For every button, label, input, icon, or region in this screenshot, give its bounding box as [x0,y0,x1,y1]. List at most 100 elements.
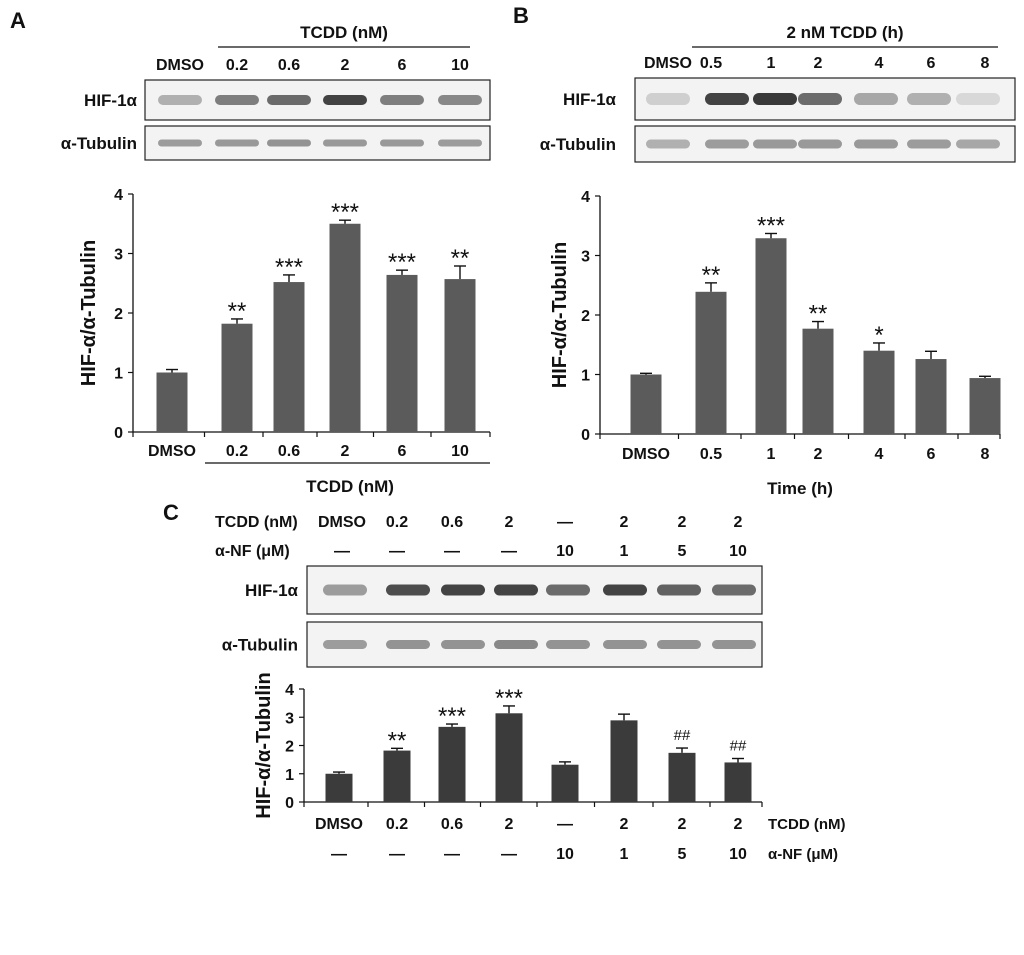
x-tick-label: DMSO [315,816,363,833]
treatment-value: — [389,543,405,560]
lane-label: 0.5 [700,55,722,72]
bar [610,720,638,802]
blot-header-label: 2 nM TCDD (h) [786,23,903,42]
treatment-value: 5 [678,543,687,560]
treatment-row-label: α-NF (μM) [215,543,290,560]
x-tick-label: — [389,846,405,863]
bar [325,773,353,802]
x-tick-label: DMSO [622,446,670,463]
treatment-value: 2 [678,514,687,531]
bar [329,223,361,432]
x-tick-label: 5 [678,846,687,863]
blot-row-band [380,139,424,147]
lane-label: 2 [814,55,823,72]
y-tick-label: 1 [581,368,590,385]
x-tick-label: — [501,846,517,863]
blot-header-label: TCDD (nM) [300,23,388,42]
bar [551,764,579,802]
bar [695,291,727,434]
blot-row-band [854,93,898,105]
lane-label: 8 [981,55,990,72]
x-tick-label: 2 [341,443,350,460]
blot-row-frame [144,79,491,121]
treatment-value: 10 [556,543,574,560]
blot-row-band [956,139,1000,149]
significance-label: *** [495,685,523,712]
bar [383,750,411,802]
x-row-label: α-NF (μM) [768,846,838,863]
treatment-value: 0.6 [441,514,463,531]
x-tick-label: 1 [767,446,776,463]
bar [863,350,895,434]
treatment-value: 0.2 [386,514,408,531]
blot-row-band [323,640,367,649]
y-tick-label: 2 [581,308,590,325]
blot-row-band [215,95,259,105]
bar [273,282,305,432]
x-tick-label: 0.2 [386,816,408,833]
significance-label: ## [730,737,747,754]
significance-label: ** [451,245,470,272]
treatment-value: — [557,514,573,531]
lane-label: 2 [341,57,350,74]
y-tick-label: 0 [114,425,123,442]
blot-row-band [712,640,756,649]
bar [444,279,476,432]
blot-row-band [494,584,538,596]
x-tick-label: — [331,846,347,863]
y-tick-label: 2 [114,306,123,323]
blot-row-band [386,584,430,596]
x-tick-label: 10 [451,443,469,460]
lane-label: 0.6 [278,57,300,74]
y-tick-label: 0 [581,427,590,444]
blot-row-band [603,584,647,596]
significance-label: ** [702,262,721,289]
lane-label: 0.2 [226,57,248,74]
blot-row-band [956,93,1000,105]
significance-label: *** [388,249,416,276]
blot-row-band [546,640,590,649]
blot-row-band [267,95,311,105]
significance-label: ** [388,727,407,754]
blot-row-band [646,139,690,149]
blot-row-band [546,584,590,596]
blot-row-band [323,95,367,105]
blot-row-band [705,139,749,149]
x-tick-label: 0.2 [226,443,248,460]
y-tick-label: 3 [581,249,590,266]
lane-label: 6 [927,55,936,72]
panel-letter: C [163,500,179,525]
lane-label: 6 [398,57,407,74]
lane-label: 1 [767,55,776,72]
x-tick-label: 2 [814,446,823,463]
blot-row-band [907,93,951,105]
blot-row-band [798,139,842,149]
blot-row-band [215,139,259,147]
treatment-value: 10 [729,543,747,560]
bar [915,359,947,434]
significance-label: *** [331,199,359,226]
blot-row-label: HIF-1α [563,90,617,109]
x-row-label: TCDD (nM) [768,816,845,833]
bar [438,726,466,802]
significance-label: ** [228,298,247,325]
x-tick-label: 2 [678,816,687,833]
y-axis-label: HIF-α/α-Tubulin [78,240,100,386]
y-tick-label: 3 [285,710,294,727]
blot-row-band [158,139,202,147]
blot-row-band [753,139,797,149]
panel-letter: A [10,8,26,33]
treatment-value: — [444,543,460,560]
x-tick-label: 6 [398,443,407,460]
blot-row-band [798,93,842,105]
blot-row-band [441,584,485,596]
significance-label: ## [674,727,691,744]
lane-label: DMSO [644,55,692,72]
bar [495,713,523,802]
x-tick-label: 0.5 [700,446,722,463]
bar [386,274,418,432]
bar [221,323,253,432]
treatment-value: — [501,543,517,560]
blot-row-label: α-Tubulin [222,636,298,655]
